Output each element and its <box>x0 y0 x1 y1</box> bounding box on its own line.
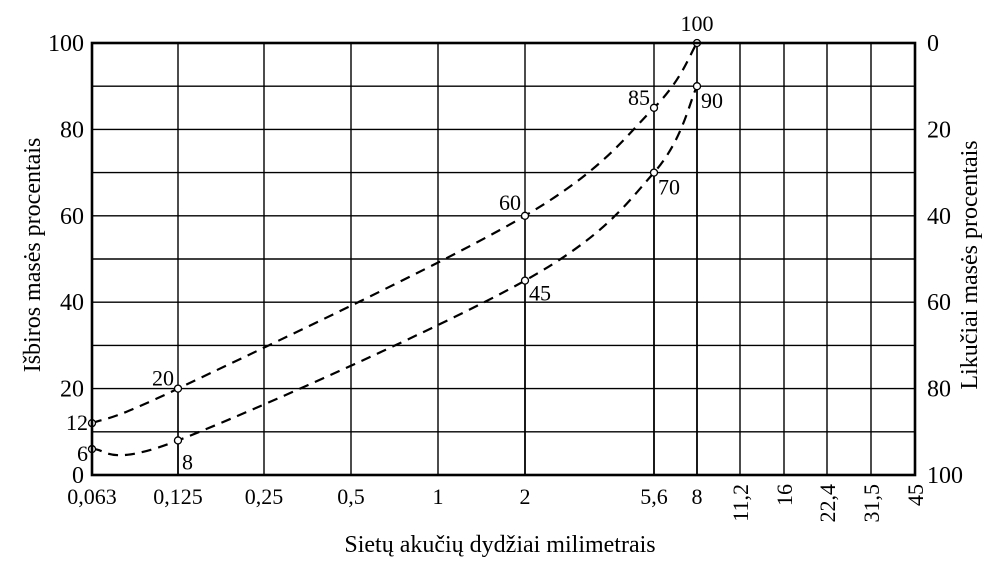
data-point-marker <box>649 168 659 177</box>
data-label: 8 <box>182 449 193 474</box>
data-point-marker <box>520 276 530 285</box>
x-tick-label: 0,5 <box>337 484 365 509</box>
series-line <box>91 42 698 425</box>
x-axis-title: Sietų akučių dydžiai milimetrais <box>344 532 655 558</box>
plot-frame <box>90 41 917 477</box>
data-point-marker <box>692 82 702 91</box>
x-tick-label: 22,4 <box>815 484 840 523</box>
x-tick-label: 16 <box>772 484 797 506</box>
y-tick-label: 100 <box>48 31 84 57</box>
y-axis-title: Išbiros masės procentais <box>20 138 46 373</box>
chart-series <box>87 38 702 475</box>
x-tick-label: 1 <box>433 484 444 509</box>
data-label: 6 <box>77 441 88 466</box>
data-label: 70 <box>658 175 680 200</box>
data-point-marker <box>649 103 659 112</box>
x-tick-label: 31,5 <box>859 484 884 523</box>
x-tick-label: 0,125 <box>153 484 203 509</box>
x-tick-label: 0,063 <box>67 484 117 509</box>
x-tick-label: 0,25 <box>245 484 284 509</box>
x-tick-label: 5,6 <box>640 484 668 509</box>
y-tick-label: 60 <box>60 204 84 230</box>
x-tick-label: 8 <box>692 484 703 509</box>
data-point-marker <box>520 211 530 220</box>
y-tick-label: 80 <box>60 117 84 143</box>
data-label: 12 <box>66 410 88 435</box>
data-point-marker <box>173 436 183 445</box>
x-tick-label: 11,2 <box>728 484 753 522</box>
y2-tick-label: 20 <box>927 117 951 143</box>
chart-grid <box>92 43 915 475</box>
y2-axis-title: Likučiai masės procentais <box>957 140 983 389</box>
x-tick-label: 45 <box>903 484 928 506</box>
y2-tick-label: 100 <box>927 463 963 489</box>
series-line <box>91 85 698 457</box>
data-label: 90 <box>701 88 723 113</box>
y-tick-label: 40 <box>60 290 84 316</box>
data-label: 60 <box>499 190 521 215</box>
data-point-marker <box>173 384 183 393</box>
x-tick-label: 2 <box>520 484 531 509</box>
y2-tick-label: 60 <box>927 290 951 316</box>
data-label: 100 <box>681 11 714 36</box>
y2-tick-label: 0 <box>927 31 939 57</box>
y2-tick-label: 40 <box>927 204 951 230</box>
y-tick-label: 0 <box>72 463 84 489</box>
y2-tick-label: 80 <box>927 377 951 403</box>
data-label: 85 <box>628 85 650 110</box>
data-label: 20 <box>152 366 174 391</box>
y-tick-label: 20 <box>60 377 84 403</box>
data-label: 45 <box>529 281 551 306</box>
